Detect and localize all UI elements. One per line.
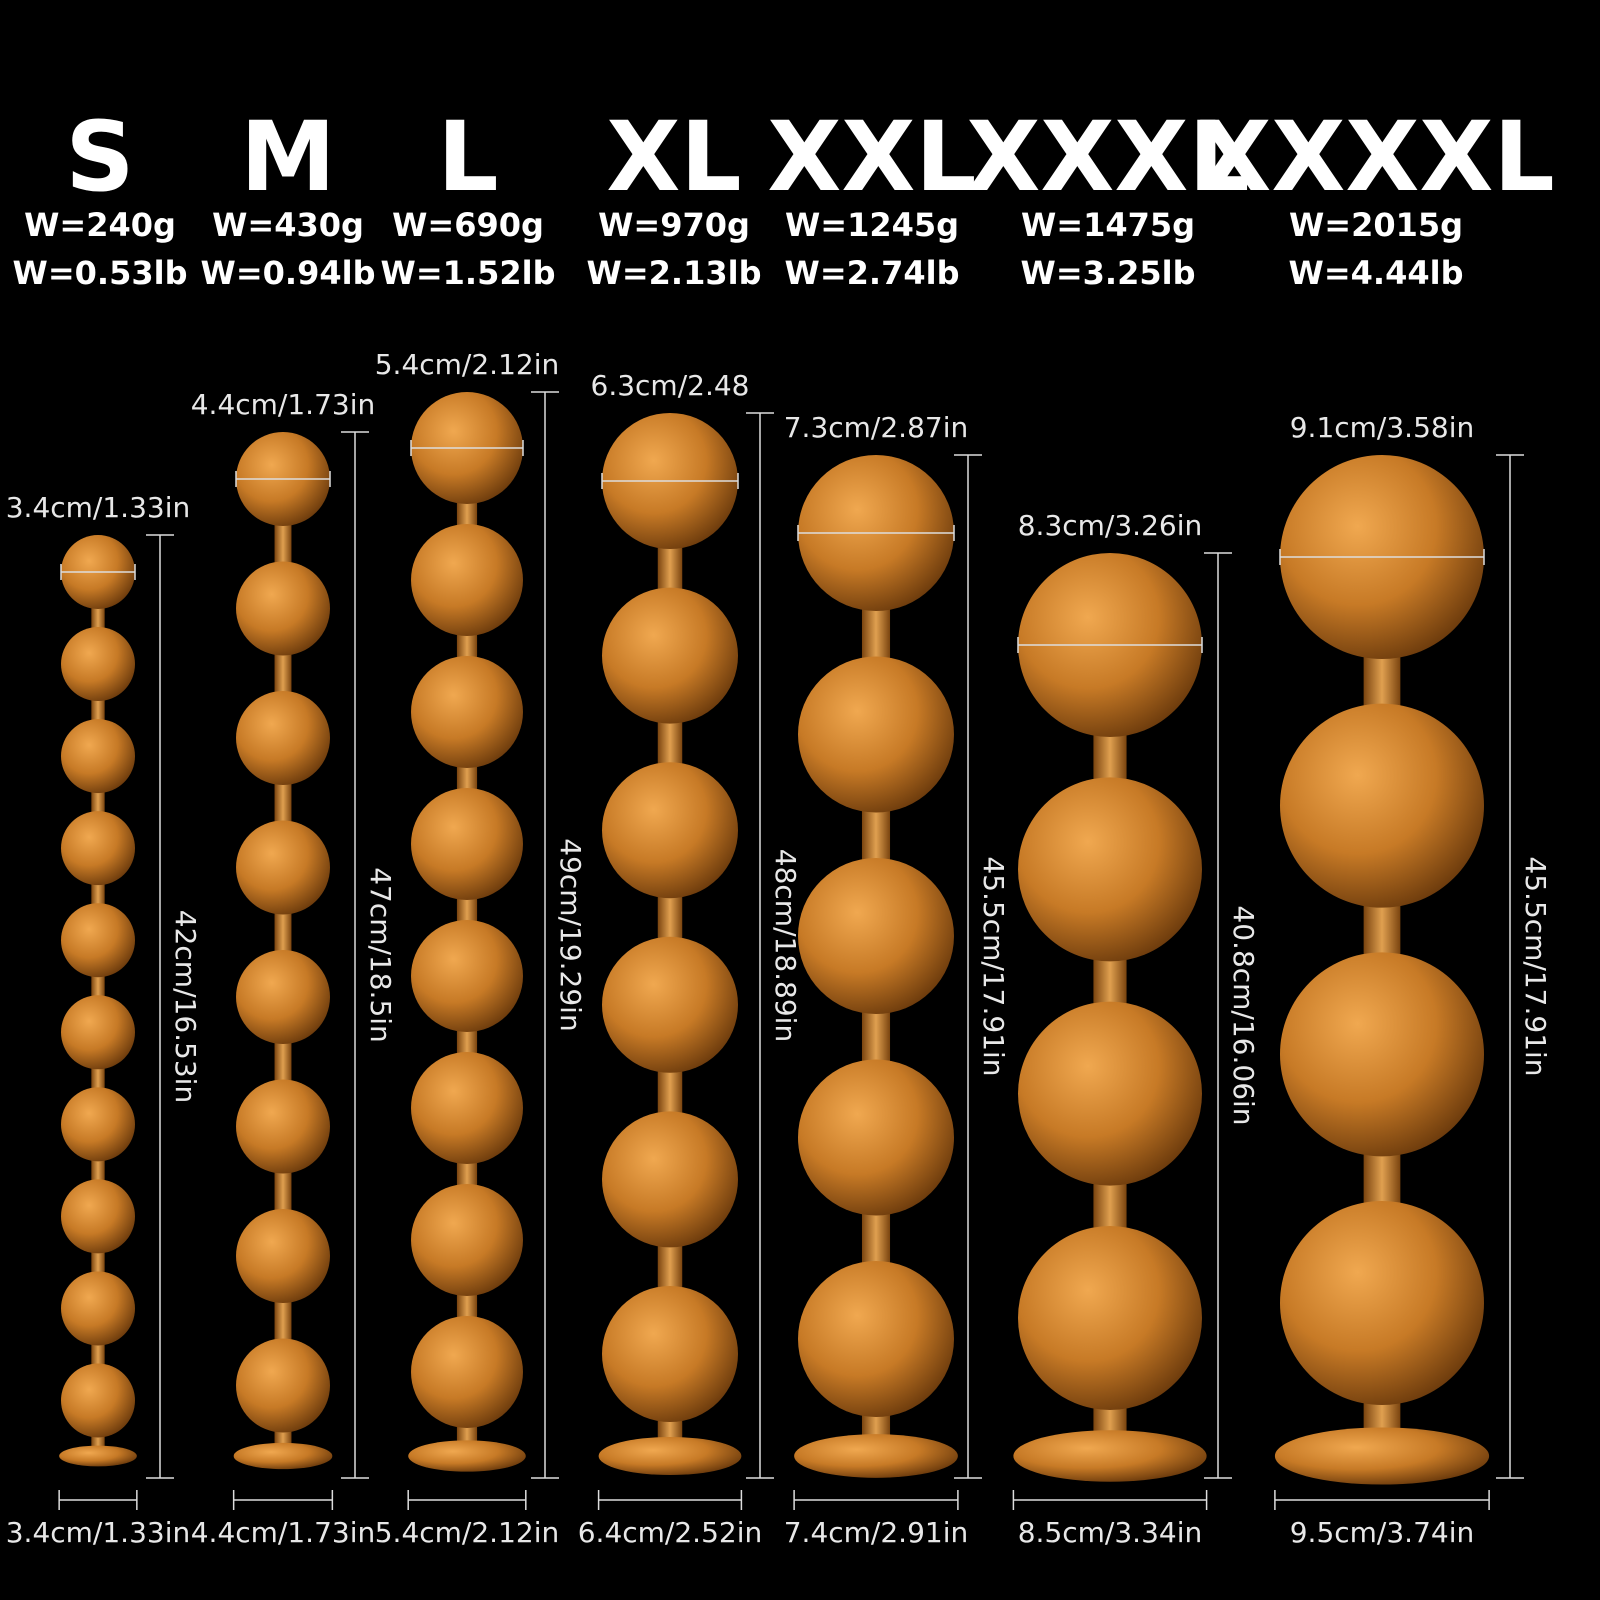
size-name: XXXXL (1197, 101, 1554, 213)
weight-pounds: W=4.44lb (1289, 254, 1464, 292)
bead (602, 1286, 738, 1422)
bead (61, 627, 135, 702)
length-label: 49cm/19.29in (554, 838, 587, 1031)
bead (1280, 1201, 1484, 1405)
bead (1018, 1226, 1202, 1410)
bead (411, 1184, 523, 1296)
size-name: S (65, 101, 134, 213)
weight-pounds: W=0.94lb (201, 254, 376, 292)
base-diameter-label: 8.5cm/3.34in (1018, 1516, 1203, 1549)
weight-grams: W=970g (598, 206, 750, 244)
product-column: LW=690g W=1.52lb 5.4cm/2.12in 49cm/19.29in 5… (375, 101, 587, 1549)
product-column: XLW=970g W=2.13lb 6.3cm/2.48 48cm/18.89in 6.… (578, 101, 802, 1549)
bead (236, 561, 330, 656)
bead (236, 691, 330, 785)
base-diameter-label: 3.4cm/1.33in (6, 1516, 191, 1549)
size-name: M (240, 101, 336, 213)
product-column: SW=240g W=0.53lb 3.4cm/1.33in 42cm/16.53in 3… (6, 101, 202, 1549)
size-name: L (437, 101, 498, 213)
bead (236, 950, 330, 1044)
bead (411, 1052, 523, 1164)
base (1274, 1427, 1490, 1485)
bead (602, 762, 738, 899)
bead (411, 920, 523, 1032)
top-diameter-label: 4.4cm/1.73in (191, 388, 376, 421)
bead (411, 656, 523, 768)
base (233, 1442, 333, 1470)
base (598, 1436, 742, 1476)
bead (236, 1338, 330, 1433)
bead (798, 1261, 954, 1417)
base (1013, 1430, 1207, 1482)
bead (61, 995, 135, 1070)
top-diameter-label: 3.4cm/1.33in (6, 491, 191, 524)
weight-grams: W=2015g (1289, 206, 1463, 244)
top-diameter-label: 9.1cm/3.58in (1290, 411, 1475, 444)
bead (236, 1079, 330, 1174)
weight-pounds: W=3.25lb (1021, 254, 1196, 292)
length-label: 48cm/18.89in (769, 849, 802, 1042)
weight-grams: W=1245g (785, 206, 959, 244)
weight-grams: W=690g (392, 206, 544, 244)
bead (61, 1179, 135, 1254)
size-name: XL (606, 101, 741, 213)
weight-pounds: W=2.74lb (785, 254, 960, 292)
length-label: 42cm/16.53in (169, 910, 202, 1103)
product-column: MW=430g W=0.94lb 4.4cm/1.73in 47cm/18.5in 4.… (191, 101, 397, 1549)
base-diameter-label: 6.4cm/2.52in (578, 1516, 763, 1549)
weight-grams: W=1475g (1021, 206, 1195, 244)
bead (61, 1271, 135, 1346)
top-diameter-label: 8.3cm/3.26in (1018, 509, 1203, 542)
base-diameter-label: 5.4cm/2.12in (375, 1516, 560, 1549)
length-label: 45.5cm/17.91in (1519, 856, 1552, 1076)
bead (602, 1111, 738, 1248)
weight-pounds: W=2.13lb (587, 254, 762, 292)
top-diameter-label: 6.3cm/2.48 (591, 369, 750, 402)
bead (61, 903, 135, 978)
bead (61, 1363, 135, 1438)
length-label: 40.8cm/16.06in (1227, 905, 1260, 1125)
size-name: XXXL (966, 101, 1249, 213)
bead (1280, 703, 1484, 908)
base (794, 1434, 958, 1478)
bead (1018, 1001, 1202, 1186)
bead (236, 1209, 330, 1303)
bead (411, 788, 523, 900)
bead (602, 587, 738, 724)
top-diameter-label: 5.4cm/2.12in (375, 348, 560, 381)
base-diameter-label: 7.4cm/2.91in (784, 1516, 969, 1549)
size-name: XXL (767, 101, 976, 213)
weight-grams: W=240g (24, 206, 176, 244)
bead (798, 1059, 954, 1216)
weight-grams: W=430g (212, 206, 364, 244)
bead (602, 936, 738, 1073)
base (59, 1445, 137, 1467)
base (408, 1440, 526, 1472)
bead (411, 524, 523, 636)
bead (61, 811, 135, 886)
bead (61, 1087, 135, 1162)
bead (236, 820, 330, 915)
bead (1018, 777, 1202, 962)
bead (61, 719, 135, 794)
bead (411, 1316, 523, 1428)
bead (798, 656, 954, 813)
length-label: 47cm/18.5in (364, 867, 397, 1043)
length-label: 45.5cm/17.91in (977, 856, 1010, 1076)
base-diameter-label: 9.5cm/3.74in (1290, 1516, 1475, 1549)
base-diameter-label: 4.4cm/1.73in (191, 1516, 376, 1549)
top-diameter-label: 7.3cm/2.87in (784, 411, 969, 444)
weight-pounds: W=1.52lb (381, 254, 556, 292)
weight-pounds: W=0.53lb (13, 254, 188, 292)
bead (798, 858, 954, 1014)
bead (1280, 952, 1484, 1157)
